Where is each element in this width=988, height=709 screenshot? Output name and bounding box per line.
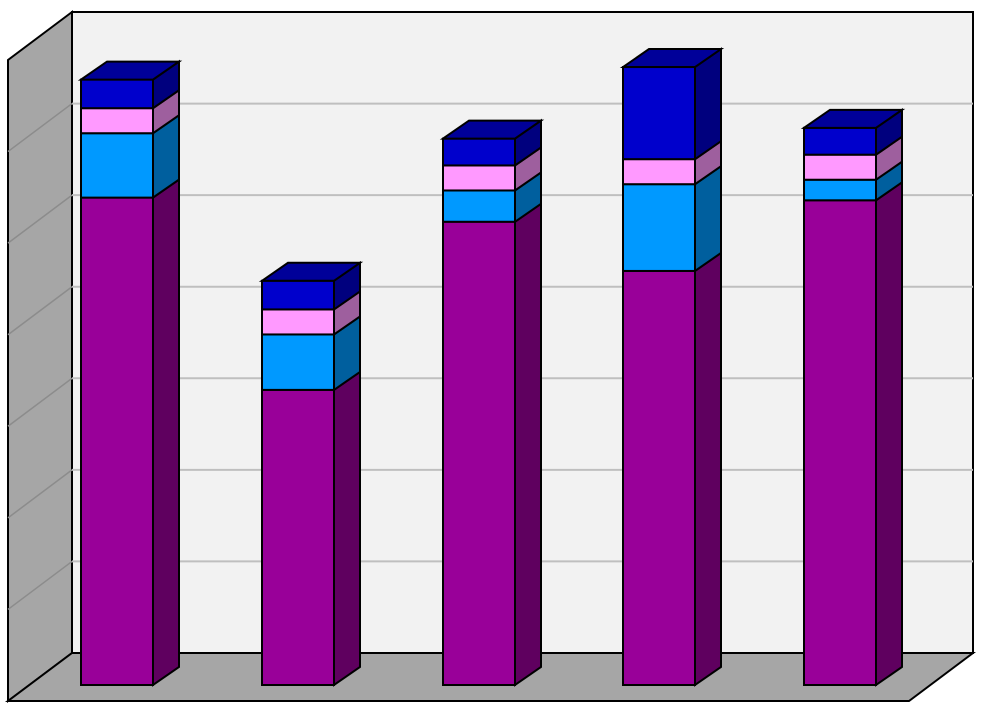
bar-2-top [258, 261, 364, 282]
bar-4-segment-2-front [622, 183, 696, 272]
bar-1-segment-3-front [80, 107, 154, 135]
side-gridline-2 [7, 469, 73, 519]
bar-1-segment-1-front [80, 196, 154, 686]
bar-1-top [77, 60, 183, 81]
bar-3-segment-4-front [442, 137, 516, 167]
bar-4-segment-3-front [622, 158, 696, 186]
side-wall [7, 10, 73, 703]
bar-2-segment-1-front [261, 388, 335, 686]
bar-3-segment-1-side [514, 201, 542, 687]
bar-1-segment-1-side [152, 177, 180, 687]
bar-5-segment-2-front [803, 178, 877, 202]
bar-3-segment-2-front [442, 189, 516, 223]
bar-2-segment-2-front [261, 333, 335, 391]
bar-4-segment-4-front [622, 66, 696, 161]
bar-5-segment-1-front [803, 199, 877, 686]
side-gridline-3 [7, 377, 73, 427]
side-gridline-6 [7, 102, 73, 153]
bar-4-segment-4-side [694, 47, 722, 162]
bar-2-segment-3-front [261, 308, 335, 336]
bar-1-segment-2-front [80, 132, 154, 199]
bar-5-segment-3-front [803, 153, 877, 181]
bar-5-segment-4-front [803, 126, 877, 156]
bar-4-segment-1-front [622, 269, 696, 686]
bar-3-top [439, 119, 545, 140]
bar-5-segment-1-side [875, 180, 903, 687]
bar-4-segment-1-side [694, 251, 722, 687]
side-gridline-4 [7, 286, 73, 336]
bar-3-segment-3-front [442, 164, 516, 192]
bar-5-top [800, 108, 906, 129]
bar-2-segment-1-side [333, 369, 361, 687]
bar-1-segment-4-front [80, 78, 154, 110]
bar-3-segment-1-front [442, 220, 516, 686]
bar-4-top [619, 48, 725, 69]
bar-2-segment-4-front [261, 279, 335, 311]
side-gridline-1 [7, 560, 73, 611]
side-gridline-5 [7, 194, 73, 244]
